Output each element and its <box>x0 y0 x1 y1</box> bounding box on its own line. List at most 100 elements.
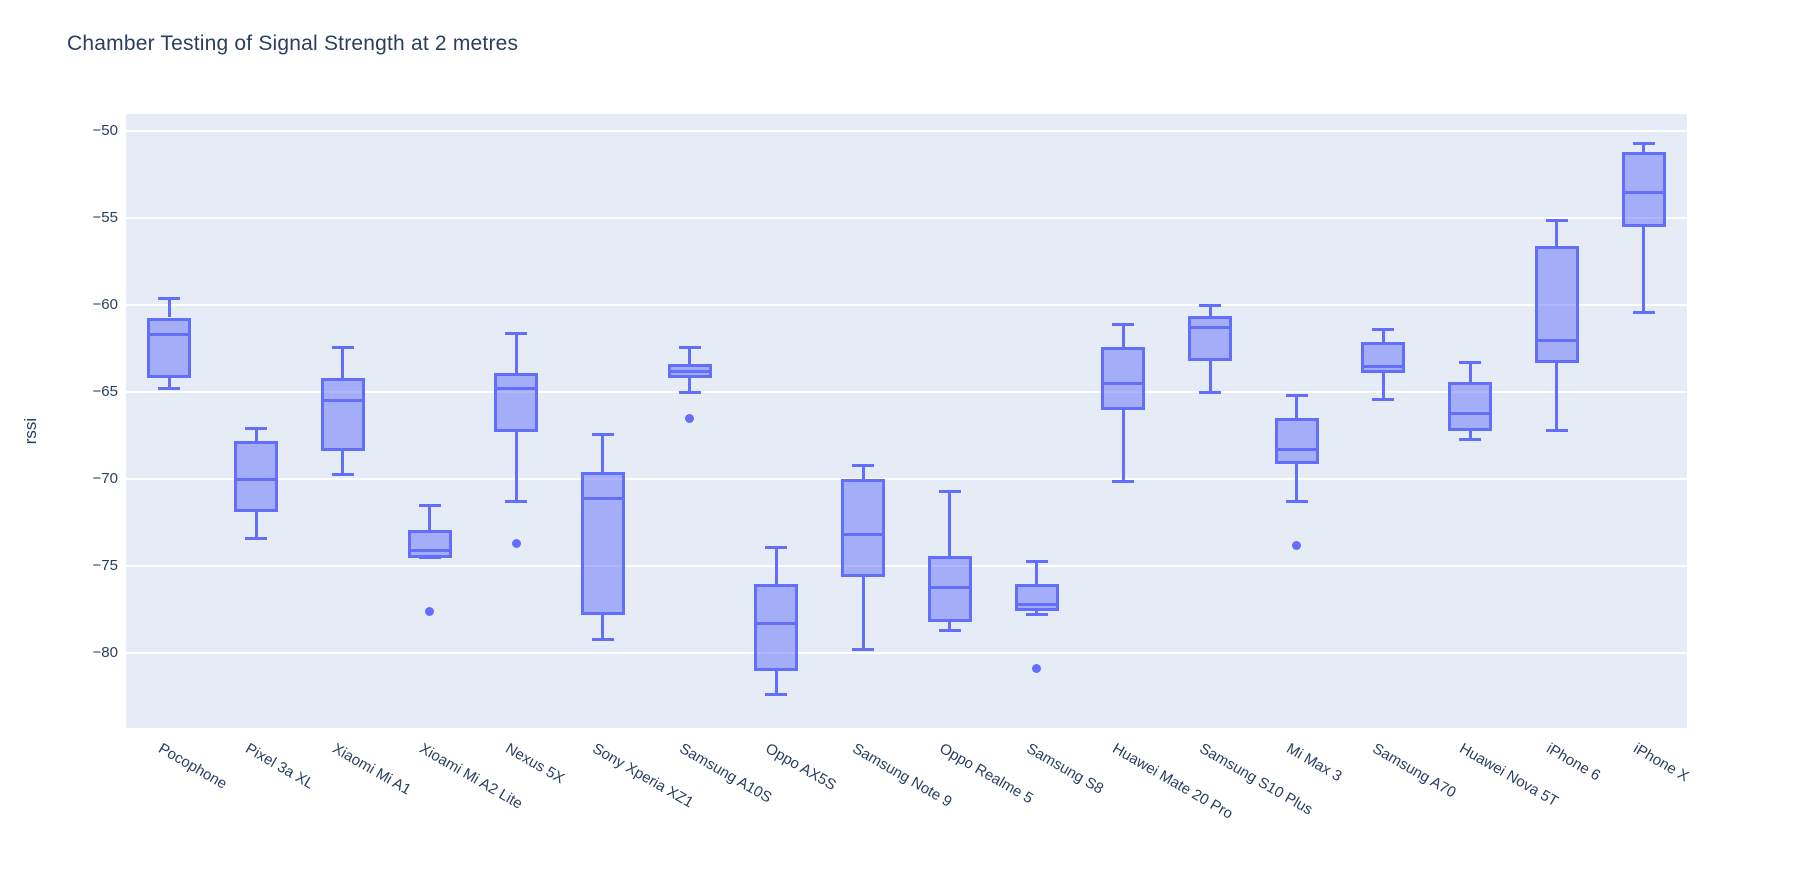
median-line <box>1101 382 1146 386</box>
median-line <box>494 387 539 391</box>
box-samsung-note-9[interactable] <box>841 479 886 577</box>
lower-whisker-cap <box>1025 613 1048 617</box>
box-samsung-a70[interactable] <box>1361 341 1406 374</box>
lower-whisker-stem <box>1121 409 1125 481</box>
upper-whisker-cap <box>852 463 875 467</box>
median-line <box>1621 190 1666 194</box>
upper-whisker-stem <box>1121 324 1125 348</box>
median-line <box>407 549 452 553</box>
box-oppo-ax5s[interactable] <box>754 583 799 671</box>
box-sony-xperia-xz1[interactable] <box>580 472 625 615</box>
lower-whisker-cap <box>158 387 181 391</box>
upper-whisker-cap <box>245 427 268 431</box>
upper-whisker-cap <box>678 345 701 349</box>
lower-whisker-cap <box>765 693 788 697</box>
x-tick-label: Mi Max 3 <box>1283 740 1345 786</box>
lower-whisker-stem <box>1381 373 1385 400</box>
median-line <box>234 477 279 481</box>
median-line <box>1188 326 1233 330</box>
x-tick-label: Pocophone <box>155 740 231 793</box>
chart-title: Chamber Testing of Signal Strength at 2 … <box>67 32 519 55</box>
upper-whisker-stem <box>1208 305 1212 316</box>
median-line <box>1361 364 1406 368</box>
y-tick-label: −75 <box>92 557 118 575</box>
lower-whisker-cap <box>505 500 528 504</box>
median-line <box>841 533 886 537</box>
box-samsung-s10-plus[interactable] <box>1188 315 1233 361</box>
outlier-point[interactable] <box>511 539 521 549</box>
x-tick-label: iPhone 6 <box>1543 740 1604 785</box>
x-tick-label: Xiaomi Mi A1 <box>329 740 414 799</box>
upper-whisker-cap <box>1025 559 1048 563</box>
box-iphone-6[interactable] <box>1534 246 1579 363</box>
x-tick-label: Samsung A70 <box>1369 740 1460 802</box>
upper-whisker-stem <box>861 465 865 480</box>
box-huawei-nova-5t[interactable] <box>1448 381 1493 431</box>
upper-whisker-stem <box>1468 362 1472 382</box>
gridline <box>126 478 1687 481</box>
y-axis-title: rssi <box>21 417 41 445</box>
lower-whisker-stem <box>601 614 605 640</box>
upper-whisker-cap <box>505 331 528 335</box>
gridline <box>126 217 1687 220</box>
gridline <box>126 391 1687 394</box>
lower-whisker-cap <box>1372 397 1395 401</box>
lower-whisker-cap <box>678 390 701 394</box>
lower-whisker-cap <box>1112 479 1135 483</box>
lower-whisker-cap <box>1632 310 1655 314</box>
y-tick-label: −70 <box>92 470 118 488</box>
upper-whisker-stem <box>1381 329 1385 342</box>
upper-whisker-stem <box>341 347 345 379</box>
lower-whisker-cap <box>418 556 441 560</box>
x-tick-label: Samsung S8 <box>1023 740 1106 798</box>
outlier-point[interactable] <box>425 606 435 616</box>
x-tick-label: Pixel 3a XL <box>242 740 317 793</box>
y-tick-label: −55 <box>92 209 118 227</box>
upper-whisker-cap <box>1459 361 1482 365</box>
upper-whisker-cap <box>1632 142 1655 146</box>
upper-whisker-cap <box>591 432 614 436</box>
gridline <box>126 130 1687 133</box>
upper-whisker-stem <box>774 547 778 584</box>
lower-whisker-stem <box>1642 227 1646 313</box>
median-line <box>580 496 625 500</box>
lower-whisker-cap <box>331 472 354 476</box>
upper-whisker-stem <box>254 428 258 441</box>
y-tick-label: −80 <box>92 644 118 662</box>
upper-whisker-stem <box>1295 395 1299 419</box>
median-line <box>1534 338 1579 342</box>
lower-whisker-stem <box>774 670 778 695</box>
box-pocophone[interactable] <box>147 317 192 379</box>
outlier-point[interactable] <box>1292 540 1302 550</box>
outlier-point[interactable] <box>1032 664 1042 674</box>
box-oppo-realme-5[interactable] <box>927 555 972 622</box>
outlier-point[interactable] <box>685 413 695 423</box>
upper-whisker-cap <box>158 296 181 300</box>
upper-whisker-stem <box>688 347 692 365</box>
upper-whisker-cap <box>1112 322 1135 326</box>
upper-whisker-cap <box>1199 303 1222 307</box>
gridline <box>126 565 1687 568</box>
gridline <box>126 304 1687 307</box>
box-huawei-mate-20-pro[interactable] <box>1101 347 1146 410</box>
box-mi-max-3[interactable] <box>1274 418 1319 464</box>
lower-whisker-cap <box>591 637 614 641</box>
lower-whisker-stem <box>514 432 518 502</box>
lower-whisker-stem <box>1555 362 1559 431</box>
lower-whisker-cap <box>245 536 268 540</box>
upper-whisker-stem <box>1642 143 1646 153</box>
upper-whisker-cap <box>331 345 354 349</box>
box-iphone-x[interactable] <box>1621 152 1666 228</box>
lower-whisker-stem <box>1208 360 1212 393</box>
plot-area[interactable] <box>126 114 1687 728</box>
box-xioami-mi-a2-lite[interactable] <box>407 529 452 558</box>
box-samsung-s8[interactable] <box>1014 583 1059 612</box>
median-line <box>667 369 712 373</box>
upper-whisker-stem <box>514 333 518 374</box>
lower-whisker-stem <box>167 378 171 389</box>
upper-whisker-stem <box>948 491 952 556</box>
x-tick-label: Nexus 5X <box>502 740 568 788</box>
box-pixel-3a-xl[interactable] <box>234 441 279 513</box>
box-xiaomi-mi-a1[interactable] <box>320 378 365 452</box>
box-nexus-5x[interactable] <box>494 373 539 433</box>
